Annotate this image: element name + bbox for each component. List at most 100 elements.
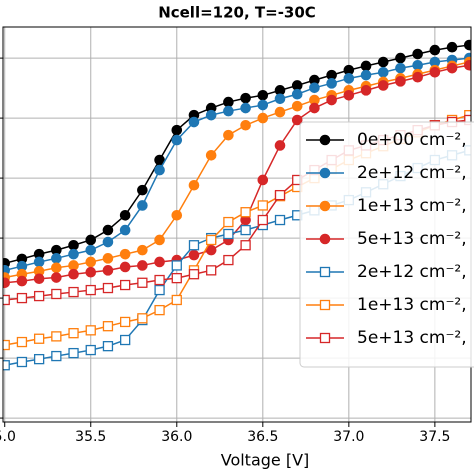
data-point	[137, 313, 148, 324]
data-point	[102, 224, 114, 236]
data-point	[85, 344, 96, 356]
data-point	[119, 248, 131, 260]
data-point	[257, 112, 269, 124]
data-point	[3, 277, 11, 289]
data-point	[463, 59, 471, 71]
data-point	[51, 253, 62, 264]
data-point	[274, 189, 286, 201]
legend-label: 2e+12 cm⁻²,	[357, 262, 467, 282]
data-point	[274, 140, 286, 151]
data-point	[257, 89, 269, 101]
data-point	[395, 62, 406, 74]
data-point	[68, 286, 79, 298]
data-point	[16, 356, 28, 368]
data-point	[360, 60, 372, 72]
data-point	[223, 254, 234, 266]
data-point	[33, 353, 45, 365]
data-point	[291, 80, 303, 91]
x-tick-label: 36.5	[247, 429, 278, 445]
data-point	[343, 89, 355, 101]
data-point	[68, 268, 79, 280]
data-point	[171, 294, 182, 306]
data-point	[377, 67, 389, 78]
data-point	[240, 224, 251, 236]
data-point	[257, 214, 268, 226]
legend-marker	[319, 266, 331, 278]
data-point	[85, 256, 97, 268]
data-point	[154, 234, 165, 246]
legend-label: 2e+12 cm⁻²,	[357, 163, 467, 183]
data-point	[291, 100, 303, 112]
legend-marker	[319, 233, 331, 245]
data-point	[257, 174, 269, 186]
data-point	[395, 52, 406, 64]
data-point	[309, 82, 320, 94]
data-point	[120, 334, 131, 346]
legend-label: 0e+00 cm⁻²,	[357, 130, 467, 150]
data-point	[257, 200, 268, 211]
data-point	[51, 288, 62, 300]
plot-area	[3, 39, 471, 371]
series-line	[4, 61, 470, 279]
data-point	[429, 67, 441, 78]
data-point	[68, 239, 79, 251]
data-point	[223, 96, 234, 108]
data-point	[33, 273, 45, 285]
data-point	[360, 69, 372, 81]
data-point	[240, 207, 251, 218]
data-point	[16, 275, 28, 287]
data-point	[188, 240, 200, 251]
data-point	[291, 88, 303, 100]
data-point	[223, 216, 234, 228]
x-tick-label: 5.0	[0, 429, 16, 445]
data-point	[137, 244, 148, 256]
data-point	[154, 164, 165, 176]
data-point	[137, 277, 148, 288]
data-point	[154, 304, 165, 316]
data-point	[16, 292, 28, 304]
data-point	[446, 62, 458, 74]
data-point	[51, 262, 62, 274]
data-point	[85, 325, 96, 336]
data-point	[120, 279, 131, 291]
data-point	[240, 92, 251, 104]
data-point	[102, 282, 114, 294]
data-point	[119, 261, 131, 273]
x-tick-label: 37.5	[419, 429, 450, 445]
data-point	[119, 224, 131, 236]
data-point	[274, 93, 286, 105]
data-point	[154, 256, 165, 268]
data-point	[85, 244, 97, 256]
data-point	[274, 106, 286, 118]
data-point	[102, 265, 114, 276]
series-line	[4, 44, 470, 265]
data-point	[377, 80, 389, 91]
data-point	[51, 331, 62, 342]
data-point	[102, 253, 114, 264]
data-point	[205, 149, 217, 161]
x-tick-label: 35.5	[75, 429, 106, 445]
data-point	[3, 339, 10, 351]
data-point	[343, 73, 355, 84]
data-point	[377, 56, 389, 68]
data-point	[85, 284, 96, 296]
data-point	[171, 134, 183, 146]
legend-label: 1e+13 cm⁻²,	[357, 196, 467, 216]
data-point	[188, 269, 200, 280]
data-point	[51, 272, 62, 283]
legend-marker	[319, 299, 331, 311]
data-point	[102, 341, 114, 352]
data-point	[257, 99, 269, 111]
data-point	[206, 265, 217, 276]
legend-label: 5e+13 cm⁻²,	[357, 328, 467, 348]
data-point	[223, 129, 234, 141]
data-point	[68, 260, 79, 271]
data-point	[137, 184, 148, 196]
data-point	[223, 105, 234, 117]
data-point	[137, 200, 148, 211]
data-point	[33, 333, 45, 344]
data-point	[16, 336, 28, 348]
data-point	[33, 290, 45, 302]
data-point	[68, 248, 79, 260]
